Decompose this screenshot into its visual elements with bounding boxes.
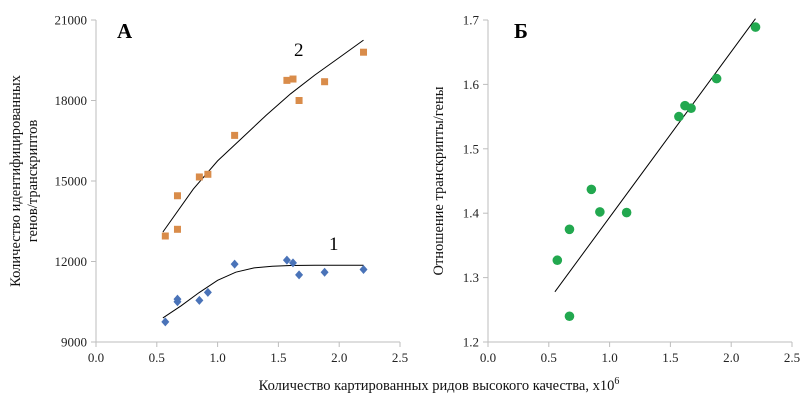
data-point-circle [750, 22, 761, 32]
data-point-circle [564, 224, 575, 235]
trend-line [162, 264, 364, 319]
data-point-diamond [203, 287, 212, 297]
data-point-diamond [173, 294, 182, 304]
panel-b: 0.0 0.5 1.0 1.5 2.0 2.5 1.2 1.3 1.4 1.5 1.6 1.7 Отно… [431, 13, 800, 366]
y-tick-label: 21000 [55, 13, 88, 28]
panel-a: 0.0 0.5 1.0 1.5 2.0 2.5 9000 12000 15000 18000 210… [8, 13, 408, 366]
data-point-circle [595, 207, 605, 217]
x-tick-label: 0.5 [541, 350, 557, 365]
data-point-circle [674, 111, 684, 122]
y-tick-label: 15000 [55, 174, 88, 189]
x-tick-label: 2.5 [784, 350, 800, 365]
data-point-circle [564, 311, 575, 322]
data-point-diamond [359, 265, 368, 275]
series-label: 1 [329, 234, 339, 255]
trend-line [554, 18, 756, 293]
x-tick-label: 2.5 [392, 350, 408, 365]
data-point-diamond [282, 255, 291, 265]
x-tick-label: 2.0 [331, 350, 347, 365]
data-point-circle [586, 184, 597, 195]
x-tick-label: 0.5 [149, 350, 165, 365]
data-point-square [321, 78, 329, 86]
panel-label: Б [514, 19, 528, 43]
y-tick-label: 18000 [55, 93, 88, 108]
data-point-square [360, 48, 368, 56]
data-point-circle [711, 73, 722, 84]
y-axis-title: Отношение транскрипты/гены [431, 86, 447, 275]
x-tick-label: 1.5 [270, 350, 286, 365]
y-tick-label: 1.2 [463, 335, 479, 350]
y-tick-label: 1.4 [463, 206, 480, 221]
trend-line [162, 39, 364, 233]
data-point-diamond [195, 295, 204, 305]
x-tick-label: 0.0 [480, 350, 496, 365]
y-tick-label: 12000 [55, 254, 88, 269]
x-tick-label: 1.0 [601, 350, 617, 365]
data-point-square [173, 225, 181, 233]
x-axis-title: Количество картированных ридов высокого … [259, 376, 620, 394]
data-point-square [195, 173, 203, 181]
data-point-circle [686, 103, 696, 114]
series-label: 2 [294, 40, 304, 61]
y-tick-label: 1.3 [463, 270, 479, 285]
data-point-square [204, 170, 212, 178]
data-point-diamond [320, 267, 329, 277]
y-axis-title-line2: генов/транскриптов [25, 120, 41, 243]
x-tick-label: 0.0 [88, 350, 104, 365]
y-tick-label: 1.6 [463, 77, 480, 92]
data-point-square [173, 192, 181, 200]
data-point-square [283, 76, 291, 84]
data-point-square [289, 75, 297, 83]
data-point-diamond [230, 259, 239, 269]
data-point-diamond [295, 270, 304, 280]
data-point-square [161, 232, 169, 240]
y-tick-label: 9000 [61, 335, 87, 350]
x-tick-label: 1.0 [209, 350, 225, 365]
x-tick-label: 2.0 [723, 350, 739, 365]
data-point-diamond [161, 317, 170, 327]
data-point-circle [621, 207, 632, 218]
data-point-diamond [288, 258, 297, 268]
y-tick-label: 1.5 [463, 141, 479, 156]
data-point-square [231, 131, 239, 139]
panel-label: А [117, 19, 133, 43]
y-axis-title-line1: Количество идентифицированных [8, 74, 24, 286]
data-point-circle [552, 255, 563, 266]
data-point-square [295, 97, 303, 104]
y-tick-label: 1.7 [463, 13, 480, 28]
x-tick-label: 1.5 [662, 350, 678, 365]
